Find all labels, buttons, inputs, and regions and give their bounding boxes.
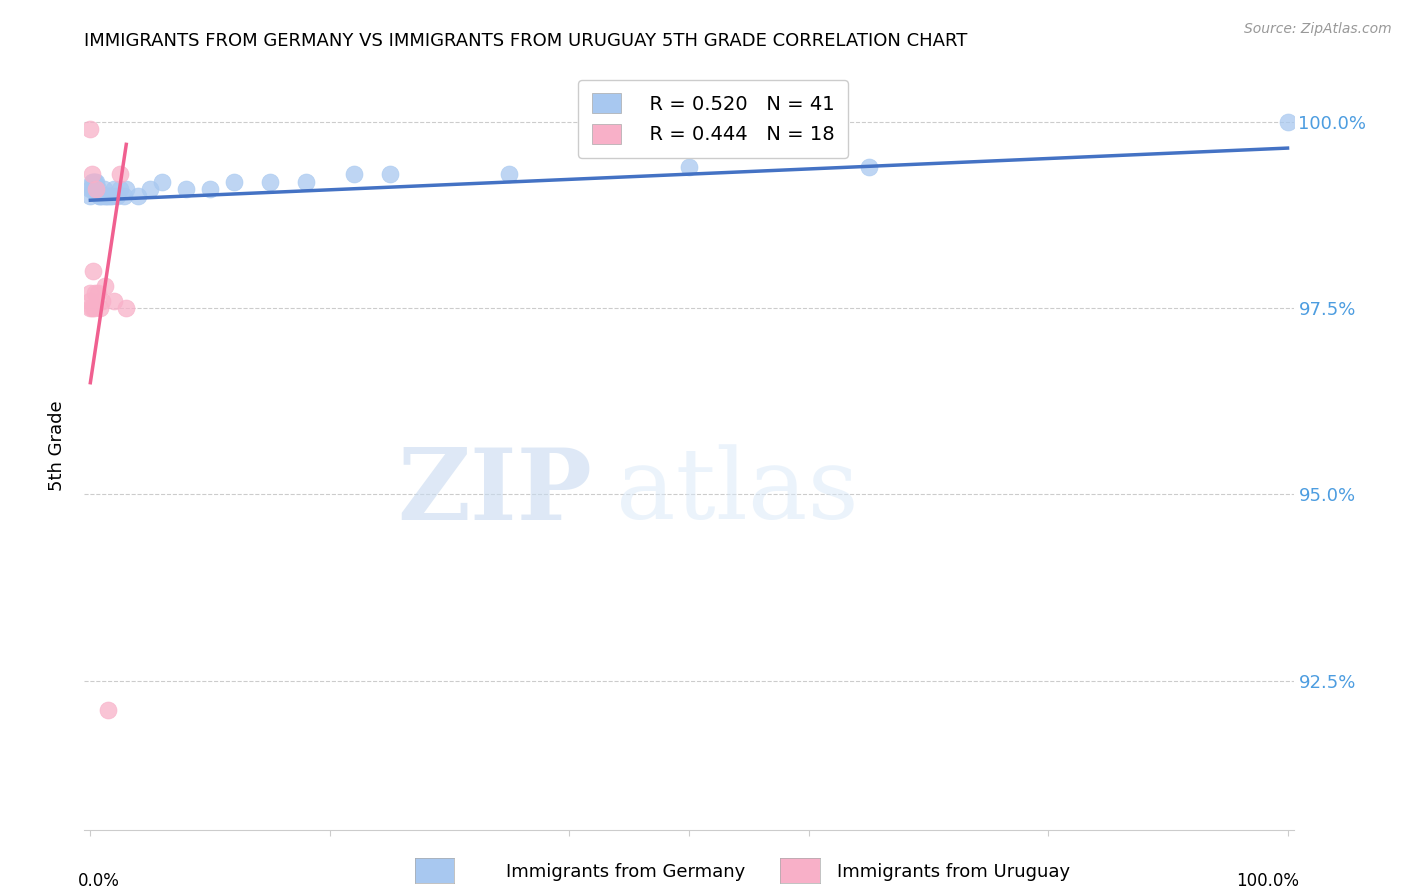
Point: [150, 175, 173, 189]
Point: [93, 278, 115, 293]
Point: [127, 189, 149, 203]
Point: [80, 182, 103, 196]
Point: [222, 175, 245, 189]
Point: [115, 301, 138, 316]
Point: [498, 167, 520, 181]
Point: [82, 264, 104, 278]
Point: [259, 175, 281, 189]
Point: [79, 122, 101, 136]
Point: [112, 189, 135, 203]
Text: Immigrants from Germany: Immigrants from Germany: [506, 863, 745, 881]
Point: [91, 189, 114, 203]
Point: [86, 182, 108, 196]
Point: [115, 182, 138, 196]
Point: [98, 189, 121, 203]
Point: [378, 167, 401, 181]
Point: [97, 189, 120, 203]
Point: [82, 175, 104, 189]
Point: [97, 703, 120, 717]
Point: [79, 286, 101, 301]
Point: [82, 182, 104, 196]
Point: [105, 189, 128, 203]
Text: 0.0%: 0.0%: [79, 871, 120, 889]
Point: [93, 189, 115, 203]
Point: [87, 189, 110, 203]
Point: [94, 189, 117, 203]
Point: [79, 182, 101, 196]
Point: [86, 182, 108, 196]
Point: [84, 286, 107, 301]
Point: [295, 175, 318, 189]
Text: 100.0%: 100.0%: [1236, 871, 1299, 889]
Point: [83, 182, 105, 196]
Point: [84, 182, 107, 196]
Text: Immigrants from Uruguay: Immigrants from Uruguay: [837, 863, 1070, 881]
Point: [83, 301, 105, 316]
Text: ZIP: ZIP: [398, 443, 592, 541]
Text: atlas: atlas: [616, 444, 859, 540]
Point: [91, 293, 114, 308]
Point: [110, 167, 132, 181]
Text: Source: ZipAtlas.com: Source: ZipAtlas.com: [1244, 22, 1392, 37]
Point: [103, 182, 125, 196]
Point: [79, 301, 101, 316]
Point: [89, 189, 111, 203]
Y-axis label: 5th Grade: 5th Grade: [48, 401, 66, 491]
Point: [80, 301, 103, 316]
Point: [678, 160, 700, 174]
Text: IMMIGRANTS FROM GERMANY VS IMMIGRANTS FROM URUGUAY 5TH GRADE CORRELATION CHART: IMMIGRANTS FROM GERMANY VS IMMIGRANTS FR…: [84, 32, 967, 50]
Point: [89, 301, 111, 316]
Point: [198, 182, 221, 196]
Point: [110, 182, 132, 196]
Point: [80, 175, 103, 189]
Point: [103, 293, 125, 308]
Point: [84, 175, 107, 189]
Point: [174, 182, 197, 196]
Point: [858, 160, 880, 174]
Point: [86, 182, 108, 196]
Point: [80, 167, 103, 181]
Point: [83, 175, 105, 189]
Point: [93, 182, 115, 196]
Point: [86, 286, 108, 301]
Legend:   R = 0.520   N = 41,   R = 0.444   N = 18: R = 0.520 N = 41, R = 0.444 N = 18: [578, 79, 848, 158]
Point: [343, 167, 366, 181]
Point: [1277, 115, 1299, 129]
Point: [139, 182, 162, 196]
Point: [79, 189, 101, 203]
Point: [86, 175, 108, 189]
Point: [79, 293, 101, 308]
Point: [101, 189, 124, 203]
